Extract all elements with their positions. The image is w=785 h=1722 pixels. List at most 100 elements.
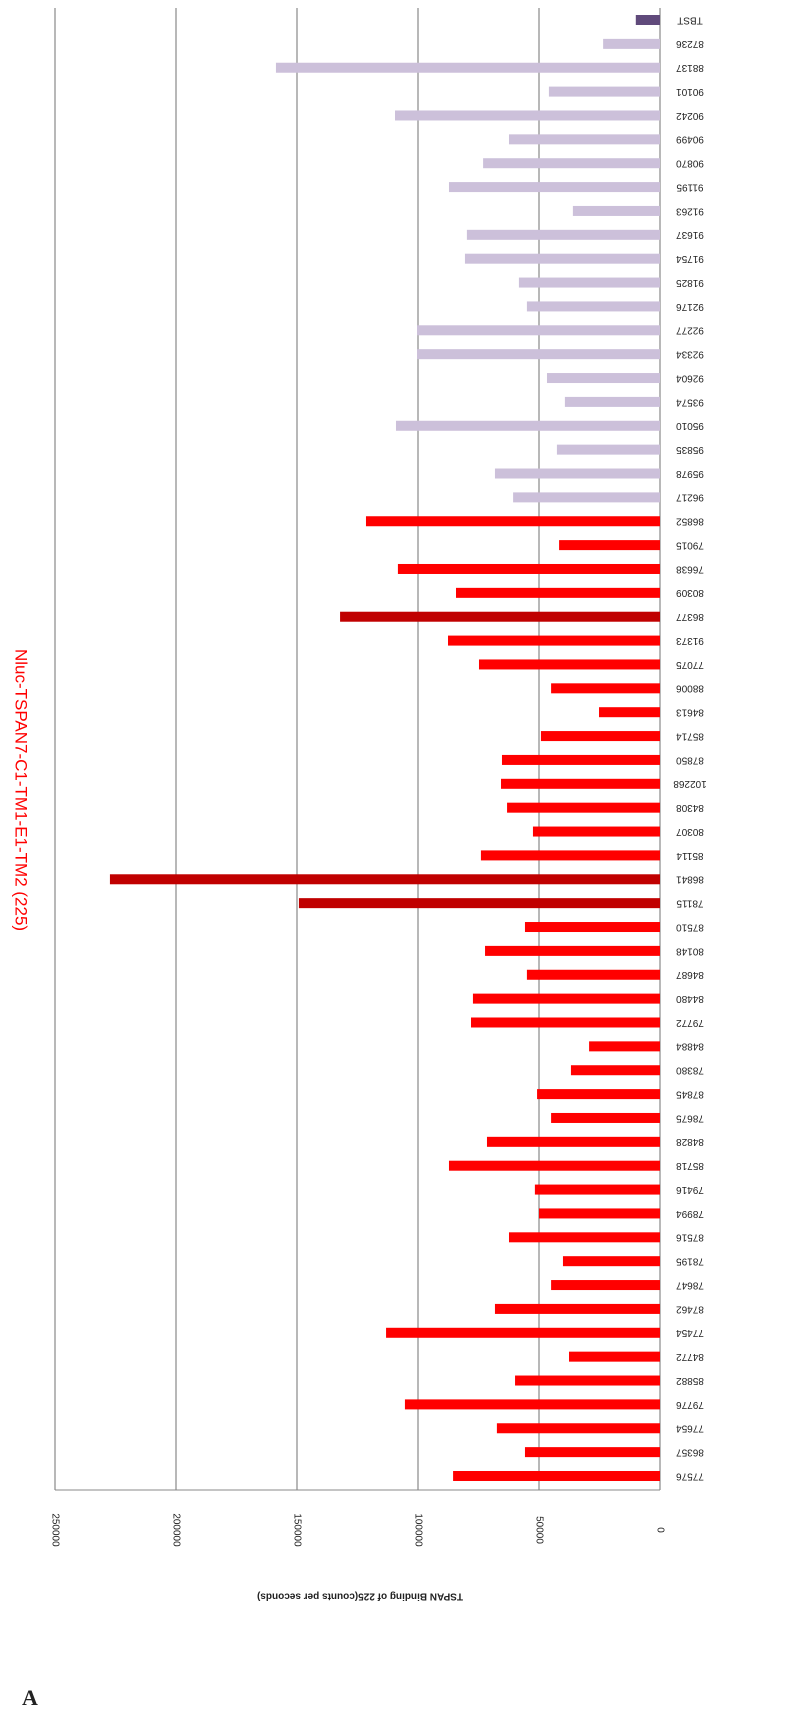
- bar: [397, 563, 660, 574]
- category-label: 77075: [676, 659, 704, 670]
- bar: [507, 802, 660, 813]
- category-label: 92604: [676, 372, 704, 383]
- bar: [551, 1280, 660, 1291]
- bar: [501, 778, 660, 789]
- category-label: 85882: [676, 1375, 704, 1386]
- bar: [559, 540, 660, 551]
- tick-label: 250000: [49, 1513, 60, 1547]
- bar: [464, 253, 660, 264]
- bar: [455, 587, 660, 598]
- bar: [548, 86, 660, 97]
- bar: [603, 38, 660, 49]
- category-label: 80309: [676, 587, 704, 598]
- bar: [395, 420, 660, 431]
- category-label: 91373: [676, 635, 704, 646]
- category-label: 84828: [676, 1136, 704, 1147]
- category-label: 80307: [676, 826, 704, 837]
- bar: [404, 1399, 660, 1410]
- category-label: 87236: [676, 38, 704, 49]
- category-label: 76638: [676, 563, 704, 574]
- category-label: 85114: [676, 850, 704, 861]
- bar: [589, 1041, 660, 1052]
- bar: [466, 229, 660, 240]
- category-label: 91754: [676, 253, 704, 264]
- category-label: 90870: [676, 158, 704, 169]
- category-label: 93574: [676, 396, 704, 407]
- bar: [483, 158, 660, 169]
- bar: [275, 62, 660, 73]
- bar: [417, 325, 660, 336]
- category-label: 84613: [676, 707, 704, 718]
- category-label: 95978: [676, 468, 704, 479]
- category-label: 91195: [676, 181, 704, 192]
- category-label: 87510: [676, 921, 704, 932]
- category-label: 79776: [676, 1399, 704, 1410]
- category-label: 91825: [676, 277, 704, 288]
- category-label: 79015: [676, 539, 704, 550]
- bar: [599, 707, 660, 718]
- bar: [513, 492, 660, 503]
- bar: [298, 898, 660, 909]
- category-label: 87462: [676, 1303, 704, 1314]
- category-label: 78195: [676, 1256, 704, 1267]
- category-label: 88006: [676, 683, 704, 694]
- bar: [532, 826, 660, 837]
- bar: [635, 15, 660, 25]
- category-label: 84772: [676, 1351, 704, 1362]
- bar: [546, 373, 660, 384]
- category-label: 87845: [676, 1088, 704, 1099]
- category-label: 79772: [676, 1017, 704, 1028]
- panel-label: A: [22, 1685, 38, 1710]
- bar: [564, 396, 660, 407]
- tick-label: 50000: [533, 1516, 544, 1544]
- bar: [508, 134, 660, 145]
- category-label: 78994: [676, 1208, 704, 1219]
- category-label: 91637: [676, 229, 704, 240]
- category-label: 92334: [676, 349, 704, 360]
- bar: [534, 1184, 660, 1195]
- category-label: TBST: [677, 14, 703, 25]
- category-label: 77576: [676, 1470, 704, 1481]
- tick-label: 0: [654, 1527, 665, 1533]
- category-label: 92176: [676, 301, 704, 312]
- bar: [515, 1375, 660, 1386]
- category-label: 79416: [676, 1184, 704, 1195]
- category-label: 90101: [676, 86, 704, 97]
- bar: [485, 945, 660, 956]
- bar: [417, 349, 660, 360]
- bar: [496, 1423, 660, 1434]
- chart-title: Nluc-TSPAN7-C1-TM1-E1-TM2 (225): [12, 649, 31, 931]
- category-label: 86841: [676, 874, 704, 885]
- bar: [518, 277, 660, 288]
- bar: [365, 516, 660, 527]
- bar: [494, 468, 660, 479]
- category-label: 102268: [673, 778, 707, 789]
- bar: [526, 969, 660, 980]
- bar: [556, 444, 660, 455]
- bar: [480, 850, 660, 861]
- bar: [386, 1327, 660, 1338]
- category-label: 90499: [676, 134, 704, 145]
- category-label: 86357: [676, 1446, 704, 1457]
- bar: [501, 754, 660, 765]
- category-label: 78115: [676, 898, 704, 909]
- bar: [570, 1065, 660, 1076]
- category-label: 90242: [676, 110, 704, 121]
- category-label: 92277: [676, 325, 704, 336]
- value-axis-title: TSPAN Binding of 225(counts per seconds): [257, 1590, 463, 1601]
- tick-label: 150000: [291, 1513, 302, 1547]
- bar: [562, 1256, 660, 1267]
- bar: [551, 1112, 660, 1123]
- category-label: 86852: [676, 516, 704, 527]
- bar: [572, 205, 660, 216]
- bar: [478, 659, 660, 670]
- category-label: 85714: [676, 730, 704, 741]
- bar: [486, 1136, 660, 1147]
- bar: [470, 1017, 660, 1028]
- category-label: 95835: [676, 444, 704, 455]
- tick-label: 200000: [170, 1513, 181, 1547]
- category-label: 78647: [676, 1279, 704, 1290]
- bar: [494, 1303, 660, 1314]
- bar: [524, 922, 660, 933]
